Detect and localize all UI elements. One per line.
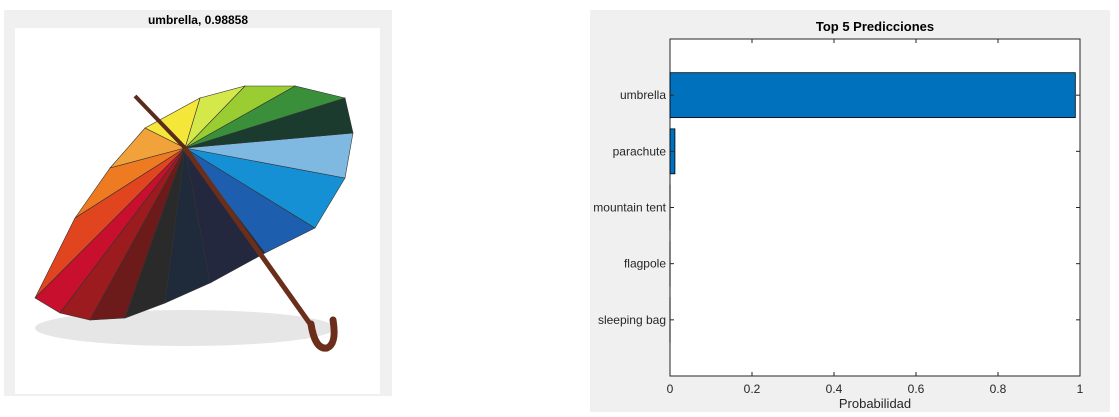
y-tick-label: flagpole xyxy=(624,257,666,271)
y-tick-label: umbrella xyxy=(620,88,666,102)
y-tick-label: mountain tent xyxy=(593,201,666,215)
x-tick-label: 0.4 xyxy=(826,382,843,396)
image-area xyxy=(15,28,380,394)
x-tick-label: 0 xyxy=(667,382,674,396)
y-tick-label: sleeping bag xyxy=(598,313,666,327)
x-tick-label: 0.8 xyxy=(990,382,1007,396)
image-figure-panel: umbrella, 0.98858 xyxy=(4,10,392,396)
x-tick-label: 0.6 xyxy=(908,382,925,396)
bar-chart: Top 5 Predicciones umbrella parachute moun… xyxy=(590,10,1110,412)
x-axis-label: Probabilidad xyxy=(839,396,911,411)
image-title: umbrella, 0.98858 xyxy=(4,13,392,27)
bar-umbrella xyxy=(670,73,1075,118)
umbrella-image xyxy=(15,28,380,394)
x-tick-label: 0.2 xyxy=(744,382,761,396)
x-tick-label: 1 xyxy=(1077,382,1084,396)
chart-title: Top 5 Predicciones xyxy=(816,19,934,34)
chart-figure-panel: Top 5 Predicciones umbrella parachute moun… xyxy=(590,10,1110,412)
y-tick-label: parachute xyxy=(613,144,667,158)
